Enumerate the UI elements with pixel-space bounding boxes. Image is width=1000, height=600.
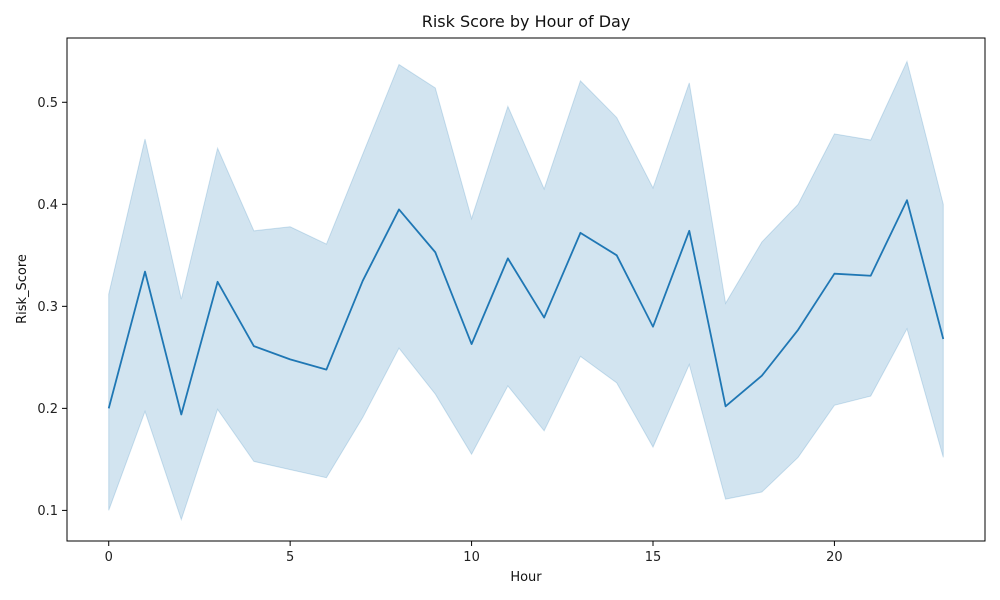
x-tick-label: 20 [826, 550, 843, 565]
confidence-band [108, 59, 944, 522]
y-tick-label: 0.5 [37, 96, 58, 111]
y-tick-label: 0.2 [37, 402, 58, 417]
x-axis: 0 5 10 15 20 [105, 541, 843, 565]
x-axis-label: Hour [510, 570, 542, 585]
x-tick-label: 15 [645, 550, 662, 565]
y-tick-label: 0.4 [37, 198, 58, 213]
chart-title: Risk Score by Hour of Day [422, 12, 631, 31]
plot-frame [66, 37, 986, 542]
x-tick-label: 0 [105, 550, 113, 565]
plot-area [107, 59, 945, 522]
y-axis-label: Risk_Score [15, 254, 30, 324]
x-tick-label: 5 [286, 550, 294, 565]
series-line [107, 199, 945, 416]
y-tick-label: 0.1 [37, 504, 58, 519]
y-tick-label: 0.3 [37, 300, 58, 315]
y-axis: 0.1 0.2 0.3 0.4 0.5 [37, 96, 67, 519]
x-tick-label: 10 [463, 550, 480, 565]
